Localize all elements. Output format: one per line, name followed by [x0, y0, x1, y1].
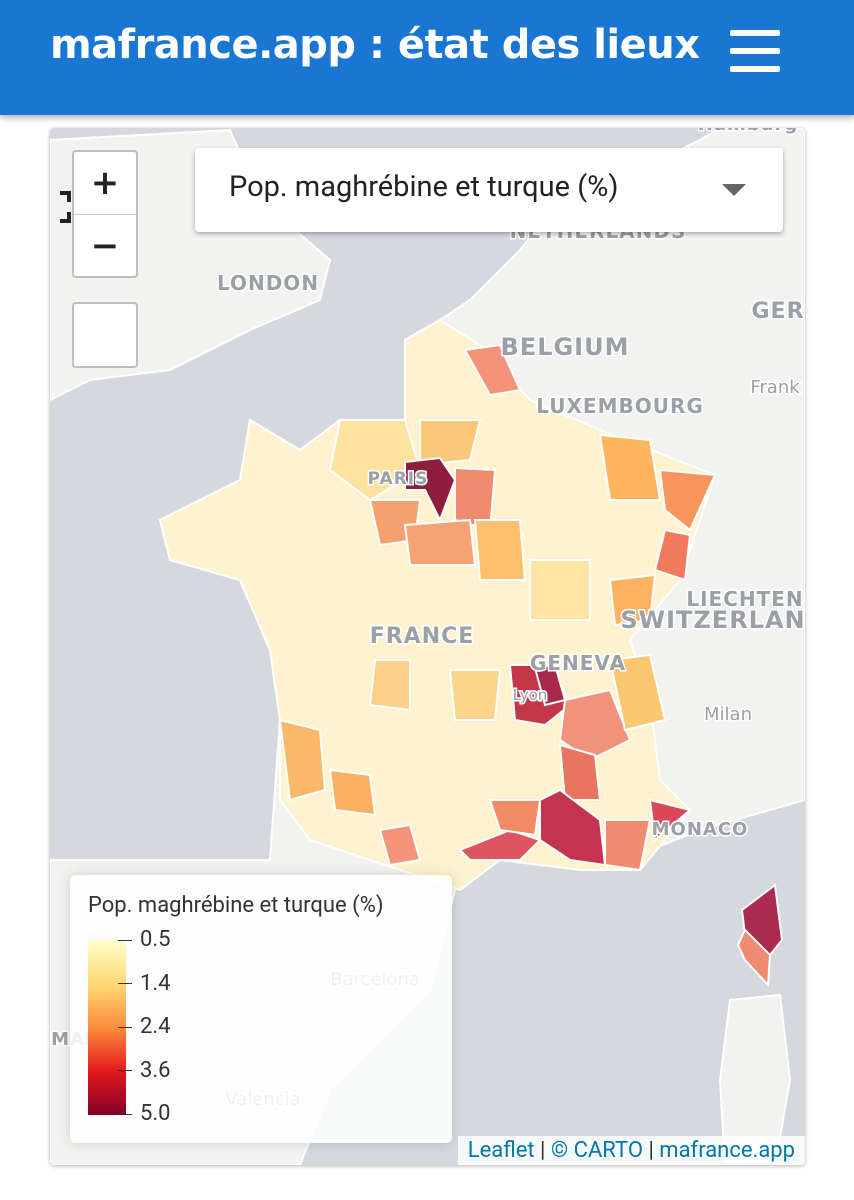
department — [653, 528, 692, 582]
department — [558, 688, 632, 762]
department — [419, 419, 482, 467]
department — [403, 518, 477, 566]
zoom-out[interactable]: − — [90, 226, 120, 266]
layer-dropdown[interactable]: Pop. maghrébine et turque (%) — [195, 148, 783, 232]
map-label: SWITZERLAN — [620, 606, 805, 634]
app-header: mafrance.app : état des lieux — [0, 0, 854, 115]
department — [378, 823, 422, 867]
map-label: BELGIUM — [501, 333, 630, 361]
map-label: GER — [751, 299, 804, 324]
fullscreen-icon — [50, 191, 71, 223]
legend-tick-label: 1.4 — [140, 970, 171, 996]
attribution-link[interactable]: Leaflet — [467, 1138, 535, 1163]
legend-tick: 1.4 — [118, 971, 171, 996]
map-label: GENEVA — [530, 651, 626, 675]
department — [648, 798, 693, 842]
department — [529, 559, 591, 621]
department — [558, 743, 602, 801]
department — [473, 519, 527, 581]
department — [278, 718, 327, 802]
menu-bar — [730, 30, 780, 36]
legend-tick-mark — [118, 1070, 132, 1072]
fullscreen-button[interactable] — [50, 191, 138, 368]
department — [463, 343, 522, 397]
map-label: PARIS — [368, 469, 429, 489]
department — [368, 659, 411, 712]
legend-tick-label: 2.4 — [140, 1014, 171, 1039]
legend-tick: 3.6 — [118, 1058, 171, 1083]
map-label: Milan — [704, 704, 752, 725]
legend-tick-mark — [118, 1113, 132, 1115]
legend: Pop. maghrébine et turque (%) 0.5 1.4 2.4 3… — [70, 875, 452, 1143]
menu-bar — [730, 66, 780, 72]
map-label: Frank — [750, 377, 800, 398]
legend-tick-label: 5.0 — [140, 1101, 171, 1126]
department — [608, 573, 657, 627]
map-label: Hamburg — [698, 128, 798, 135]
map-label: Lyon — [513, 686, 548, 704]
map-label: LUXEMBOURG — [536, 394, 704, 418]
legend-tick-label: 0.5 — [140, 927, 171, 952]
legend-tick: 2.4 — [118, 1014, 171, 1039]
legend-tick: 5.0 — [118, 1101, 171, 1126]
map-label: LONDON — [217, 271, 319, 295]
department — [458, 828, 542, 861]
dropdown-arrow — [722, 184, 746, 196]
department — [488, 799, 542, 837]
attribution-separator: | — [648, 1138, 654, 1163]
map-label: LIECHTEN — [686, 587, 803, 611]
legend-tick-mark — [118, 983, 132, 985]
zoom-control: + − — [72, 150, 138, 278]
legend-tick-label: 3.6 — [140, 1057, 171, 1083]
department — [658, 468, 717, 532]
app-title: mafrance.app : état des lieux — [50, 22, 700, 68]
legend-tick: 0.5 — [118, 927, 171, 952]
legend-tick-mark — [118, 939, 132, 941]
dropdown-value: Pop. maghrébine et turque (%) — [229, 170, 619, 204]
map[interactable]: HamburgNETHERLANDSLONDONGERBELGIUMFrankL… — [50, 128, 805, 1165]
map-label: MONACO — [652, 819, 749, 840]
zoom-in[interactable]: + — [74, 152, 136, 215]
legend-title: Pop. maghrébine et turque (%) — [88, 893, 384, 918]
attribution-separator: | — [540, 1138, 546, 1163]
attribution-link[interactable]: © CARTO — [550, 1138, 643, 1163]
department — [328, 768, 377, 817]
departments — [278, 343, 717, 872]
sardinia — [718, 993, 792, 1165]
department — [608, 653, 667, 732]
menu-bar — [730, 48, 780, 54]
department — [598, 433, 662, 501]
attribution-link[interactable]: mafrance.app — [659, 1138, 795, 1163]
department — [328, 419, 422, 502]
legend-tick-mark — [118, 1026, 132, 1028]
map-label: FRANCE — [370, 624, 475, 649]
department — [604, 819, 652, 872]
department — [448, 669, 502, 721]
attribution: Leaflet | © CARTO | mafrance.app — [457, 1136, 805, 1165]
corsica-south — [736, 928, 772, 988]
department — [404, 456, 457, 523]
